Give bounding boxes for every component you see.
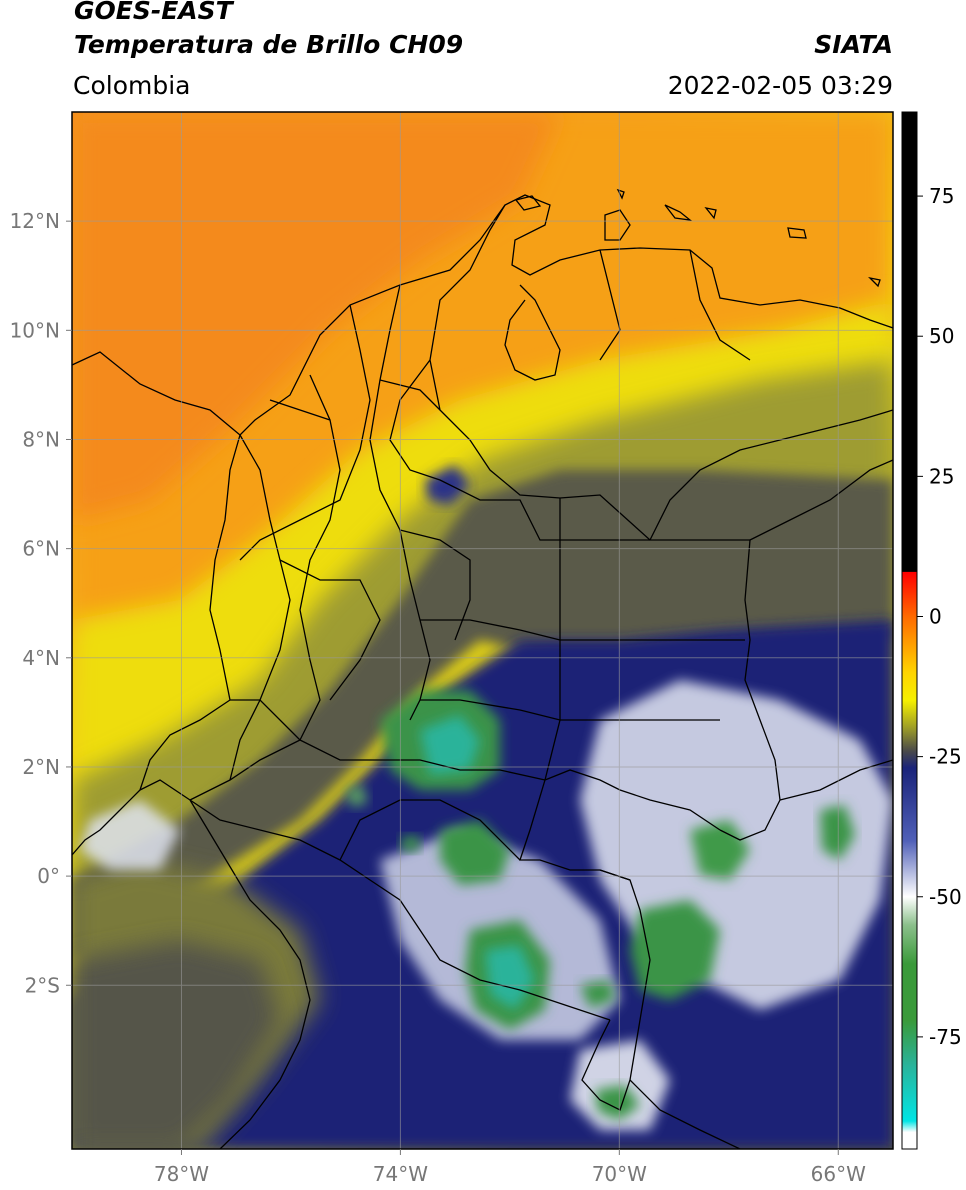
west-white-cirrus — [80, 800, 180, 870]
graticule — [72, 112, 893, 1149]
colorbar-tick-label: 50 — [929, 324, 954, 348]
maracaibo-lake-outline — [504, 284, 561, 381]
small-convective-cell — [580, 980, 615, 1008]
venezuela-state-border — [749, 459, 893, 541]
colorbar-tick-label: 25 — [929, 464, 954, 488]
east-convective-cell — [690, 820, 750, 880]
colombia-brazil-border — [519, 769, 721, 1111]
dark-orange-air-mass — [72, 112, 560, 520]
gray-band — [72, 470, 893, 960]
map-image — [72, 112, 893, 1149]
department-border — [269, 399, 331, 421]
department-border — [299, 739, 546, 781]
department-border — [379, 379, 441, 411]
department-border — [229, 434, 291, 781]
caribbean-island — [604, 209, 631, 241]
south-convective-core — [485, 945, 535, 1010]
department-border — [420, 699, 720, 721]
department-border — [544, 498, 561, 781]
department-border — [239, 304, 371, 561]
department-border — [189, 739, 301, 801]
caribbean-island — [704, 207, 717, 220]
small-convective-cell — [400, 835, 420, 852]
lat-tick-label: 4°N — [22, 646, 60, 670]
colorbar — [901, 111, 918, 1150]
colorbar-tick-label: 75 — [929, 184, 954, 208]
far-south-convective-cell — [595, 1085, 640, 1120]
colorbar-tick-label: -25 — [929, 745, 962, 769]
lon-tick-label: 70°W — [592, 1162, 647, 1186]
department-border — [299, 374, 341, 741]
small-convective-cell — [345, 785, 368, 808]
northeast-convective-cell — [425, 465, 470, 505]
southwest-gray-region — [72, 940, 280, 1149]
lon-tick-label: 74°W — [373, 1162, 428, 1186]
venezuela-state-border — [649, 409, 893, 541]
map-frame — [71, 111, 894, 1150]
map-axes: 78°W 74°W 70°W 66°W 12°N 10°N 8°N 6°N 4°N 2°N 0° 2°… — [10, 209, 867, 1186]
lat-tick-label: 12°N — [10, 209, 60, 233]
department-border — [599, 869, 631, 881]
coastlines-and-borders — [72, 188, 893, 1149]
caribbean-island — [616, 188, 625, 200]
department-border — [389, 359, 650, 541]
venezuela-state-border — [599, 249, 621, 361]
lon-tick-label: 78°W — [154, 1162, 209, 1186]
caribbean-island — [664, 204, 693, 221]
satellite-title: GOES-EAST — [74, 0, 233, 25]
source-label: SIATA — [814, 30, 893, 59]
product-title: Temperatura de Brillo CH09 — [74, 30, 464, 59]
colorbar-ticks: 75 50 25 0 -25 -50 -75 — [917, 184, 962, 1049]
central-convective-cell — [440, 820, 510, 885]
colorbar-tick-label: 0 — [929, 604, 942, 628]
far-east-convective-cell — [820, 805, 855, 860]
lat-tick-label: 2°S — [25, 973, 60, 997]
department-border — [420, 619, 745, 641]
department-border — [339, 799, 521, 861]
lat-tick-label: 6°N — [22, 537, 60, 561]
lat-tick-label: 0° — [37, 864, 60, 888]
colorbar-tick-label: -75 — [929, 1025, 962, 1049]
brazil-venezuela-border — [779, 759, 893, 801]
venezuela-state-border — [689, 249, 751, 361]
department-border — [230, 699, 301, 741]
department-border — [279, 559, 381, 701]
colombia-ecuador-border — [139, 779, 191, 801]
ecuador-peru-border — [189, 799, 311, 1149]
lat-tick-label: 10°N — [10, 318, 60, 342]
region-label: Colombia — [73, 71, 191, 100]
department-border — [399, 529, 471, 641]
caribbean-island — [787, 227, 807, 239]
peru-brazil-border — [629, 1079, 741, 1149]
southeast-convective-cell — [630, 900, 720, 1000]
lat-tick-label: 8°N — [22, 427, 60, 451]
south-white-cirrus — [570, 1040, 670, 1130]
datetime-label: 2022-02-05 03:29 — [667, 71, 893, 100]
lon-tick-label: 66°W — [811, 1162, 866, 1186]
north-convective-core — [420, 715, 480, 775]
colorbar-tick-label: -50 — [929, 885, 962, 909]
lat-tick-label: 2°N — [22, 755, 60, 779]
caribbean-island — [514, 195, 542, 211]
colombia-peru-border — [189, 799, 611, 1021]
pacific-coastline — [72, 434, 241, 856]
caribbean-island — [868, 276, 881, 288]
